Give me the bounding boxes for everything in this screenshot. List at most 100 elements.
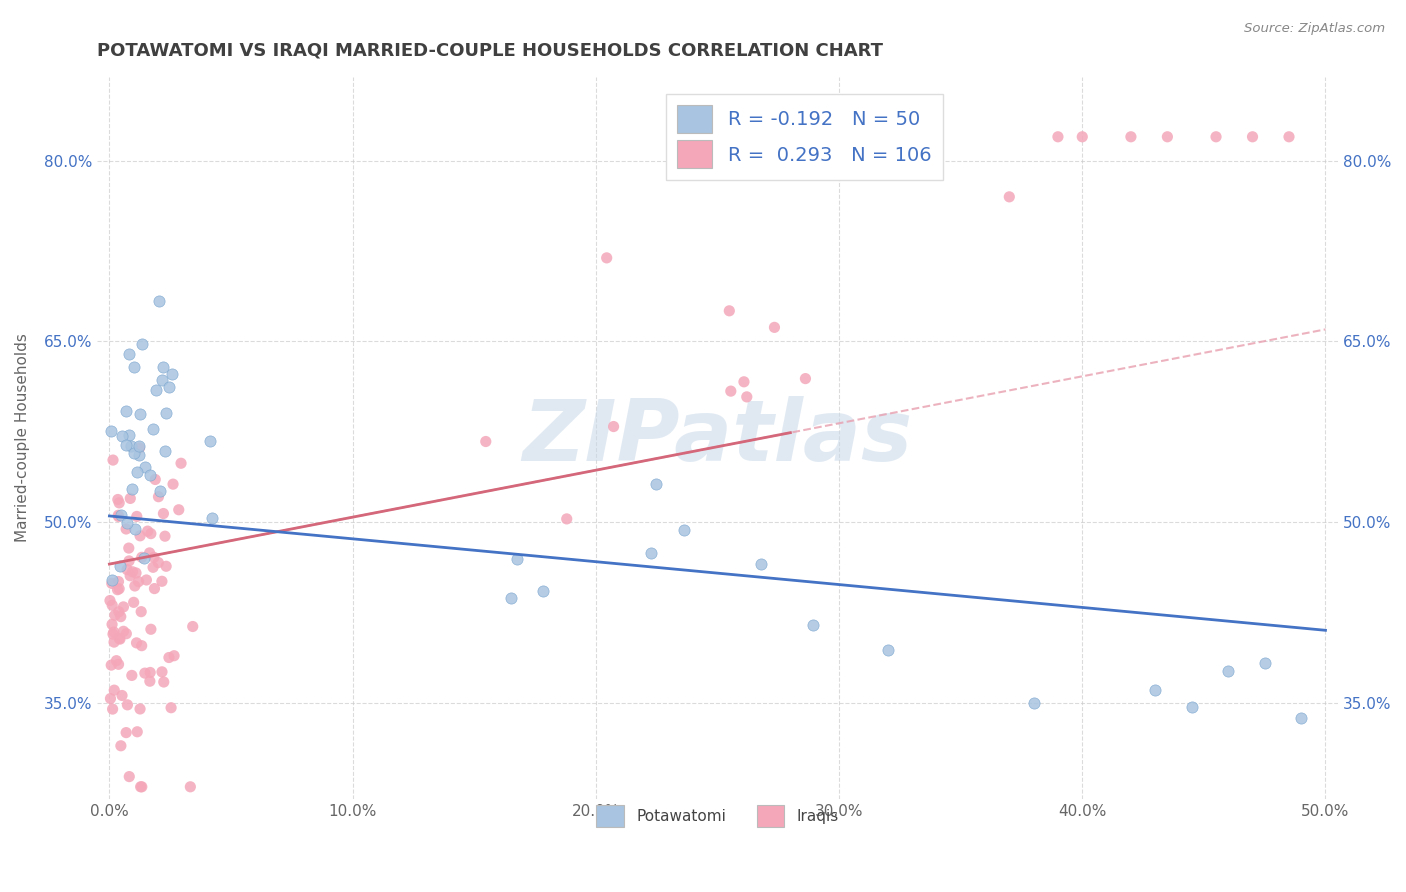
- Point: [115, 404, 138, 418]
- Point: [139, 674, 162, 689]
- Point: [1289, 711, 1312, 725]
- Point: [124, 522, 146, 536]
- Point: [163, 648, 186, 663]
- Point: [111, 689, 134, 703]
- Point: [145, 383, 167, 397]
- Point: [129, 529, 152, 543]
- Point: [108, 558, 131, 573]
- Point: [108, 605, 131, 619]
- Point: [129, 780, 152, 794]
- Point: [139, 665, 162, 680]
- Point: [167, 502, 190, 516]
- Point: [107, 509, 129, 524]
- Point: [501, 591, 523, 605]
- Point: [115, 626, 138, 640]
- Point: [1119, 129, 1142, 144]
- Point: [128, 441, 150, 455]
- Point: [107, 582, 129, 597]
- Point: [107, 492, 129, 507]
- Point: [105, 654, 128, 668]
- Point: [103, 635, 125, 649]
- Point: [155, 444, 177, 458]
- Point: [108, 582, 131, 596]
- Point: [128, 439, 150, 453]
- Point: [718, 303, 741, 318]
- Point: [794, 371, 817, 385]
- Point: [150, 665, 173, 679]
- Point: [122, 595, 145, 609]
- Point: [749, 557, 772, 571]
- Point: [125, 566, 148, 580]
- Point: [125, 465, 148, 479]
- Point: [110, 508, 132, 522]
- Point: [121, 565, 143, 579]
- Point: [148, 490, 170, 504]
- Point: [107, 508, 129, 523]
- Point: [101, 573, 124, 587]
- Legend: Potawatomi, Iraqis: Potawatomi, Iraqis: [589, 797, 846, 835]
- Point: [1022, 696, 1045, 710]
- Point: [602, 419, 624, 434]
- Point: [645, 477, 668, 491]
- Point: [818, 130, 841, 145]
- Point: [112, 599, 135, 614]
- Point: [118, 541, 141, 555]
- Point: [153, 529, 176, 543]
- Point: [475, 434, 498, 449]
- Point: [143, 582, 166, 596]
- Point: [111, 429, 134, 443]
- Point: [1253, 656, 1275, 670]
- Point: [98, 593, 121, 607]
- Point: [101, 702, 124, 716]
- Point: [157, 650, 180, 665]
- Point: [100, 691, 122, 706]
- Point: [115, 438, 138, 452]
- Point: [136, 524, 159, 538]
- Point: [763, 320, 786, 334]
- Point: [148, 556, 170, 570]
- Point: [125, 509, 148, 524]
- Point: [160, 367, 183, 381]
- Point: [129, 702, 152, 716]
- Point: [101, 576, 124, 591]
- Point: [179, 780, 201, 794]
- Point: [201, 511, 224, 525]
- Point: [1205, 129, 1227, 144]
- Point: [139, 526, 162, 541]
- Point: [181, 619, 204, 633]
- Point: [131, 780, 153, 794]
- Point: [595, 251, 617, 265]
- Text: POTAWATOMI VS IRAQI MARRIED-COUPLE HOUSEHOLDS CORRELATION CHART: POTAWATOMI VS IRAQI MARRIED-COUPLE HOUSE…: [97, 42, 883, 60]
- Point: [157, 380, 180, 394]
- Point: [118, 427, 141, 442]
- Point: [170, 456, 193, 470]
- Point: [132, 550, 155, 565]
- Point: [103, 683, 125, 698]
- Point: [101, 617, 124, 632]
- Point: [108, 496, 131, 510]
- Point: [733, 375, 755, 389]
- Point: [110, 739, 132, 753]
- Point: [127, 724, 149, 739]
- Point: [998, 190, 1021, 204]
- Point: [120, 491, 142, 506]
- Point: [901, 129, 924, 144]
- Point: [129, 407, 152, 421]
- Point: [131, 639, 153, 653]
- Point: [152, 675, 174, 690]
- Point: [120, 568, 142, 582]
- Point: [125, 636, 148, 650]
- Point: [110, 609, 132, 624]
- Point: [143, 473, 166, 487]
- Point: [1071, 129, 1094, 144]
- Point: [124, 446, 146, 460]
- Point: [107, 574, 129, 589]
- Point: [115, 725, 138, 739]
- Point: [745, 144, 768, 158]
- Point: [129, 605, 152, 619]
- Point: [1218, 665, 1240, 679]
- Point: [108, 632, 131, 647]
- Point: [555, 512, 578, 526]
- Point: [160, 700, 183, 714]
- Point: [117, 698, 139, 712]
